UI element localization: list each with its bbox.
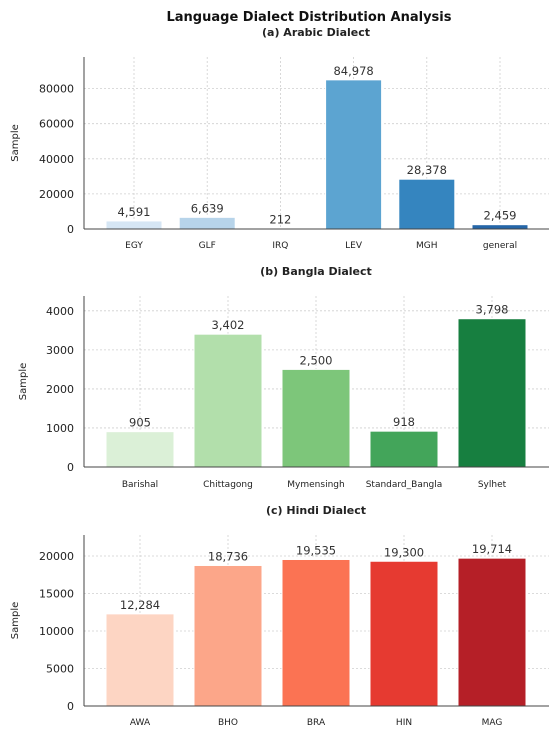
y-tick-label: 2000 bbox=[46, 383, 74, 396]
x-tick-label: LEV bbox=[345, 241, 363, 251]
figure-title: Language Dialect Distribution Analysis bbox=[167, 10, 452, 25]
bar bbox=[179, 217, 235, 229]
bar-value-label: 212 bbox=[269, 213, 291, 227]
bar-value-label: 3,798 bbox=[476, 303, 509, 317]
y-tick-label: 5000 bbox=[46, 663, 74, 676]
bar-value-label: 84,978 bbox=[333, 64, 373, 78]
y-tick-label: 80000 bbox=[39, 83, 74, 96]
x-tick-label: GLF bbox=[199, 241, 216, 251]
bar bbox=[472, 225, 528, 229]
x-tick-label: Chittagong bbox=[203, 480, 253, 490]
x-tick-label: BRA bbox=[307, 718, 326, 728]
y-tick-label: 40000 bbox=[39, 153, 74, 166]
bar bbox=[194, 565, 262, 706]
y-axis-label: Sample bbox=[10, 124, 21, 162]
panel-title: (c) Hindi Dialect bbox=[266, 504, 366, 517]
x-tick-label: BHO bbox=[218, 718, 238, 728]
bar bbox=[370, 431, 438, 467]
y-tick-label: 0 bbox=[67, 223, 74, 236]
y-tick-label: 3000 bbox=[46, 344, 74, 357]
y-tick-label: 1000 bbox=[46, 422, 74, 435]
bar-value-label: 905 bbox=[129, 416, 151, 430]
y-axis-label: Sample bbox=[18, 363, 29, 401]
x-tick-label: HIN bbox=[396, 718, 412, 728]
bar-value-label: 3,402 bbox=[212, 318, 245, 332]
panel-title: (a) Arabic Dialect bbox=[262, 26, 370, 39]
y-tick-label: 60000 bbox=[39, 118, 74, 131]
x-tick-label: MAG bbox=[482, 718, 503, 728]
bar-value-label: 4,591 bbox=[118, 205, 151, 219]
x-tick-label: AWA bbox=[130, 718, 151, 728]
x-tick-label: MGH bbox=[416, 241, 438, 251]
bar bbox=[458, 319, 526, 467]
y-tick-label: 0 bbox=[67, 700, 74, 713]
y-axis-label: Sample bbox=[10, 602, 21, 640]
panel-title: (b) Bangla Dialect bbox=[260, 265, 372, 278]
bar-value-label: 6,639 bbox=[191, 201, 224, 215]
y-tick-label: 0 bbox=[67, 461, 74, 474]
bar-value-label: 918 bbox=[393, 415, 415, 429]
bar-value-label: 18,736 bbox=[208, 549, 248, 563]
x-tick-label: Mymensingh bbox=[287, 480, 344, 490]
bar bbox=[370, 561, 438, 706]
bar bbox=[282, 559, 350, 706]
x-tick-label: Standard_Bangla bbox=[366, 480, 443, 490]
bar bbox=[458, 558, 526, 706]
bar-value-label: 12,284 bbox=[120, 598, 160, 612]
bar-value-label: 19,535 bbox=[296, 543, 336, 557]
x-tick-label: EGY bbox=[125, 241, 143, 251]
bar bbox=[194, 334, 262, 467]
bar-value-label: 28,378 bbox=[407, 163, 447, 177]
y-tick-label: 20000 bbox=[39, 188, 74, 201]
y-tick-label: 10000 bbox=[39, 625, 74, 638]
bar-value-label: 19,300 bbox=[384, 545, 424, 559]
y-tick-label: 15000 bbox=[39, 588, 74, 601]
x-tick-label: general bbox=[483, 241, 517, 251]
bar-value-label: 2,459 bbox=[484, 209, 517, 223]
y-tick-label: 4000 bbox=[46, 305, 74, 318]
bar bbox=[106, 221, 162, 229]
bar-value-label: 2,500 bbox=[300, 353, 333, 367]
bar-value-label: 19,714 bbox=[472, 542, 512, 556]
x-tick-label: IRQ bbox=[272, 241, 288, 251]
x-tick-label: Barishal bbox=[122, 480, 158, 490]
y-tick-label: 20000 bbox=[39, 550, 74, 563]
x-tick-label: Sylhet bbox=[478, 480, 507, 490]
bar bbox=[106, 614, 174, 706]
bar bbox=[106, 432, 174, 467]
bar bbox=[326, 80, 382, 229]
bar bbox=[282, 369, 350, 467]
bar bbox=[399, 179, 455, 229]
